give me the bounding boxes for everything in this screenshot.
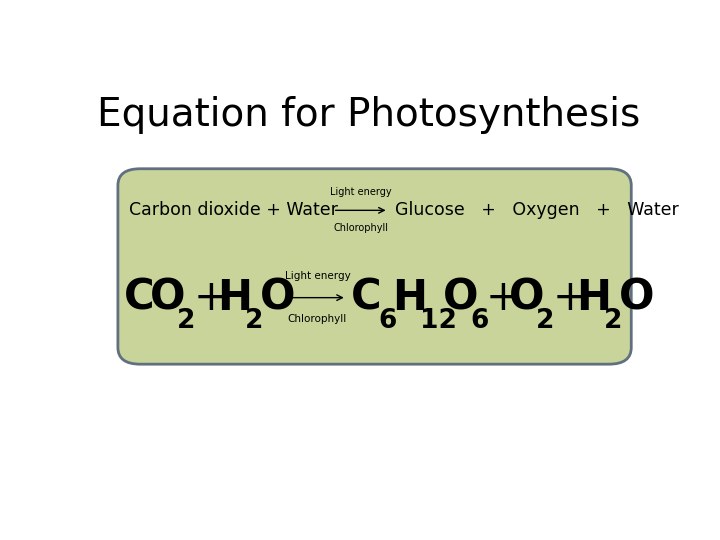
Text: O: O bbox=[150, 276, 186, 319]
Text: Light energy: Light energy bbox=[284, 271, 350, 281]
Text: O: O bbox=[618, 276, 654, 319]
Text: C: C bbox=[124, 276, 154, 319]
Text: +: + bbox=[194, 276, 228, 319]
Text: 12: 12 bbox=[420, 307, 456, 334]
Text: H: H bbox=[576, 276, 611, 319]
Text: 2: 2 bbox=[245, 307, 264, 334]
Text: Carbon dioxide + Water: Carbon dioxide + Water bbox=[129, 201, 338, 219]
FancyBboxPatch shape bbox=[118, 168, 631, 364]
Text: H: H bbox=[217, 276, 252, 319]
Text: Chlorophyll: Chlorophyll bbox=[333, 223, 388, 233]
Text: 2: 2 bbox=[177, 307, 195, 334]
Text: H: H bbox=[392, 276, 427, 319]
Text: 2: 2 bbox=[536, 307, 554, 334]
Text: C: C bbox=[351, 276, 382, 319]
Text: Glucose   +   Oxygen   +   Water: Glucose + Oxygen + Water bbox=[395, 201, 679, 219]
Text: O: O bbox=[444, 276, 479, 319]
Text: O: O bbox=[260, 276, 295, 319]
Text: 2: 2 bbox=[604, 307, 622, 334]
Text: +: + bbox=[485, 276, 521, 319]
Text: 6: 6 bbox=[470, 307, 488, 334]
Text: Light energy: Light energy bbox=[330, 187, 392, 197]
Text: +: + bbox=[552, 276, 588, 319]
Text: O: O bbox=[509, 276, 544, 319]
Text: Chlorophyll: Chlorophyll bbox=[288, 314, 347, 325]
Text: 6: 6 bbox=[378, 307, 396, 334]
Text: Equation for Photosynthesis: Equation for Photosynthesis bbox=[97, 96, 641, 134]
